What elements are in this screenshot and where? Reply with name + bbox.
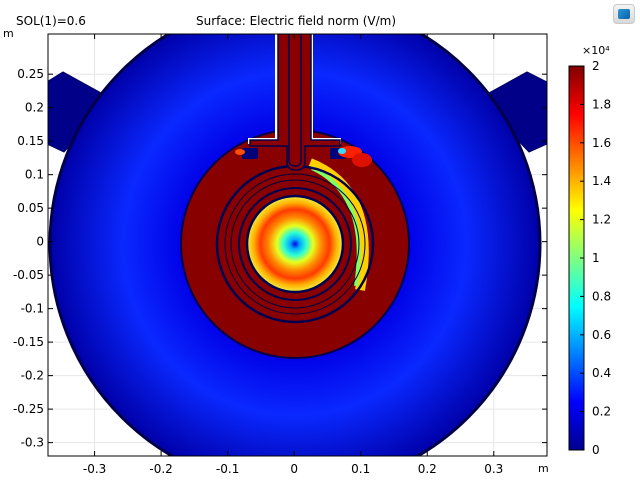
y-tick-label: 0.15 (17, 134, 44, 148)
coupling-arc-outer (308, 158, 369, 291)
x-tick-label: -0.2 (149, 462, 172, 476)
hotspot-right-2 (352, 153, 372, 167)
colorbar-tick-label: 0 (592, 443, 600, 457)
x-tick-label: -0.1 (216, 462, 239, 476)
coupling-arc-inner (311, 166, 361, 287)
y-tick-label: -0.05 (13, 268, 44, 282)
colorbar-tick-label: 1.4 (592, 174, 611, 188)
colorbar-tick-label: 1.2 (592, 213, 611, 227)
feed-stem-center (288, 34, 302, 167)
y-axis: 0.25 0.2 0.15 0.1 0.05 0 -0.05 -0.1 -0.15 -0.2 -0.… (13, 67, 547, 450)
colorbar-tick-label: 0.4 (592, 366, 611, 380)
y-tick-label: 0.25 (17, 67, 44, 81)
solution-label: SOL(1)=0.6 (16, 14, 86, 28)
colorbar-tick-label: 1.6 (592, 136, 611, 150)
axes-frame (47, 33, 548, 457)
colorbar-multiplier: ×10⁴ (582, 44, 610, 57)
x-tick-label: -0.3 (83, 462, 106, 476)
y-unit-label: m (3, 27, 14, 40)
app-icon-glyph (618, 9, 630, 19)
colorbar-tick-label: 0.6 (592, 328, 611, 342)
x-tick-label: 0.2 (418, 462, 437, 476)
hotspot-left (235, 149, 245, 155)
y-tick-label: -0.3 (21, 436, 44, 450)
x-axis: -0.3 -0.2 -0.1 0 0.1 0.2 0.3 (83, 34, 503, 476)
hotspot-cyan (338, 148, 346, 154)
colorbar-tick-label: 0.2 (592, 405, 611, 419)
field-surface (48, 34, 547, 456)
y-tick-label: 0.05 (17, 201, 44, 215)
comsol-window-icon[interactable] (613, 4, 635, 24)
colorbar-ticks: 2 1.8 1.6 1.4 1.2 1 0.8 0.6 0.4 0.2 0 (580, 59, 611, 457)
y-tick-label: 0 (36, 235, 44, 249)
x-tick-label: 0.1 (351, 462, 370, 476)
x-unit-label: m (538, 462, 549, 475)
ring-2 (224, 173, 366, 315)
colorbar-tick-label: 1.8 (592, 97, 611, 111)
x-tick-label: 0 (290, 462, 298, 476)
colorbar-tick-label: 1 (592, 251, 600, 265)
y-tick-label: 0.2 (25, 101, 44, 115)
plot-title: Surface: Electric field norm (V/m) (196, 14, 397, 28)
y-tick-label: -0.15 (13, 335, 44, 349)
x-tick-label: 0.3 (484, 462, 503, 476)
ring-4 (238, 187, 352, 301)
ring-3 (230, 179, 360, 309)
colorbar-tick-label: 2 (592, 59, 600, 73)
y-tick-label: -0.25 (13, 402, 44, 416)
colorbar-tick-label: 0.8 (592, 289, 611, 303)
pad-left (242, 148, 258, 159)
central-pocket (245, 194, 345, 294)
feed-stem-body (249, 34, 341, 171)
y-tick-label: -0.2 (21, 369, 44, 383)
y-tick-label: -0.1 (21, 302, 44, 316)
y-tick-label: 0.1 (25, 168, 44, 182)
